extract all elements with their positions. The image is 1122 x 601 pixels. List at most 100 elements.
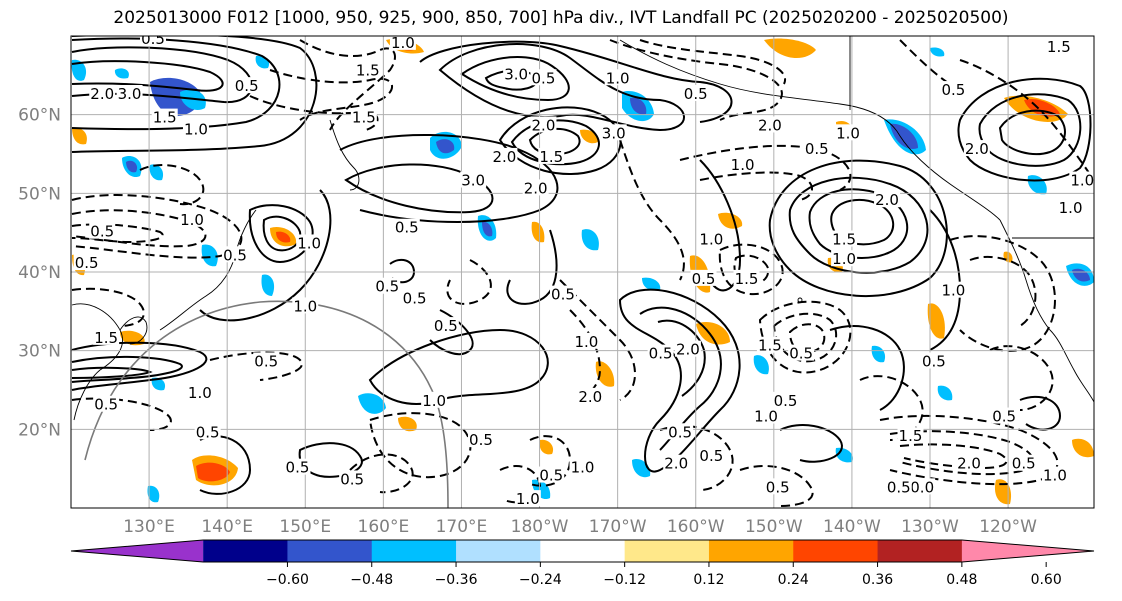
- contour-line: [249, 95, 379, 131]
- contour-label: 1.0: [391, 34, 415, 52]
- contour-line: [139, 164, 205, 206]
- shade-patch: [994, 479, 1012, 505]
- contour-label-bg: [1069, 171, 1094, 188]
- contour-line: [529, 435, 572, 487]
- lon-label: 180°W: [511, 517, 569, 537]
- contour-label: 1.5: [352, 109, 376, 127]
- contour-label: 1.5: [153, 109, 177, 127]
- contour-label-bg: [530, 116, 557, 133]
- contour-label-bg: [569, 458, 596, 475]
- contour-label-bg: [339, 470, 366, 487]
- contour-line: [758, 300, 852, 374]
- contour-label: 3.0: [504, 65, 528, 83]
- coastline-korea: [119, 316, 148, 345]
- contour-line: [899, 443, 1008, 470]
- contour-label: 1.0: [574, 333, 598, 351]
- contour-label: 2.0: [664, 455, 688, 473]
- contour-label: 0.5: [551, 286, 575, 304]
- contour-label-bg: [139, 36, 166, 46]
- colorbar-bin: [793, 540, 879, 562]
- contour-line: [71, 36, 318, 153]
- contour-label: 1.5: [1047, 38, 1071, 56]
- shade-patch: [398, 416, 417, 432]
- contour-label: 0.5: [805, 140, 829, 158]
- contour-label: 0.5: [235, 77, 259, 95]
- dashed-contours: [71, 39, 1094, 507]
- shade-patch: [930, 47, 945, 57]
- contour-label: 0.5: [375, 278, 399, 296]
- contour-label: 0.5: [774, 392, 798, 410]
- contour-label: 2.0: [957, 455, 981, 473]
- contour-label-bg: [577, 387, 604, 404]
- contour-line: [788, 323, 826, 354]
- contour-label-bg: [284, 458, 311, 475]
- contour-label: 1.0: [699, 231, 723, 249]
- contour-label-bg: [151, 108, 178, 125]
- contour-label: 1.0: [571, 459, 595, 477]
- contour-label: 2.0: [492, 148, 516, 166]
- contour-label-bg: [682, 85, 709, 101]
- colorbar-tick-label: 0.12: [693, 572, 724, 588]
- coastline-alaska: [619, 39, 1001, 221]
- coastline-japan: [159, 209, 257, 331]
- contour-line: [779, 424, 843, 463]
- contour-line: [699, 171, 813, 201]
- shade-patch: [151, 377, 166, 391]
- shade-patch: [482, 221, 493, 237]
- coastline-na-west: [999, 219, 1094, 403]
- contour-label-bg: [514, 490, 541, 507]
- contour-label: 0.5: [668, 423, 692, 441]
- contour-line: [368, 412, 472, 479]
- shade-patch: [114, 68, 129, 79]
- contour-label: 0.5: [684, 85, 708, 103]
- contour-label-bg: [803, 140, 830, 157]
- shade-patch: [595, 361, 615, 387]
- contour-line: [71, 60, 224, 92]
- contour-line: [657, 319, 706, 397]
- contour-label-bg: [503, 65, 530, 82]
- contour-line: [344, 163, 494, 214]
- contour-line: [559, 279, 636, 401]
- contour-label-bg: [920, 352, 947, 369]
- shade-patch: [201, 244, 218, 267]
- contour-line: [859, 375, 924, 441]
- contour-label: 1.0: [1043, 467, 1067, 485]
- contour-label: 1.0: [180, 211, 204, 229]
- lat-label: 60°N: [18, 106, 61, 126]
- contour-label: 2.0: [524, 179, 548, 197]
- contour-label: 1.0: [832, 250, 856, 268]
- contour-label-bg: [233, 77, 260, 94]
- contour-line: [639, 39, 787, 85]
- contour-label: 0.5: [75, 254, 99, 272]
- contour-label-bg: [667, 423, 694, 440]
- contour-label: 0.5: [692, 270, 716, 288]
- contour-label: 1.0: [731, 156, 755, 174]
- lon-label: 130°W: [901, 517, 959, 537]
- colorbar-tick-label: 0.24: [778, 572, 809, 588]
- contour-label-bg: [698, 446, 725, 463]
- contour-label-bg: [432, 317, 459, 334]
- contour-label-bg: [89, 222, 116, 239]
- contour-label-bg: [940, 81, 967, 98]
- colorbar-extend-high: [961, 540, 1094, 562]
- map-frame: [70, 35, 1095, 509]
- contour-line: [419, 40, 733, 123]
- lon-label: 120°W: [979, 517, 1037, 537]
- colorbar-tick-label: 0.60: [1031, 572, 1062, 588]
- contour-label-bg: [874, 191, 901, 208]
- contour-labels: 2.0 3.01.51.00.51.50.5 1.01.5 3.0 0.52.01.53…: [73, 34, 1094, 508]
- contour-line: [199, 189, 332, 322]
- contour-line: [959, 59, 1094, 181]
- contour-label-bg: [179, 210, 206, 227]
- lat-label: 40°N: [18, 263, 61, 283]
- shade-patch: [642, 277, 661, 291]
- colorbar-bin: [708, 540, 794, 562]
- colorbar-bin: [624, 540, 710, 562]
- colorbar-tick-label: −0.36: [435, 572, 478, 588]
- lon-label: 150°W: [745, 517, 803, 537]
- colorbar-bin: [877, 540, 963, 562]
- contour-line: [998, 109, 1066, 156]
- contour-line: [679, 144, 852, 191]
- lat-label: 30°N: [18, 342, 61, 362]
- contour-label: 3.0: [602, 124, 626, 142]
